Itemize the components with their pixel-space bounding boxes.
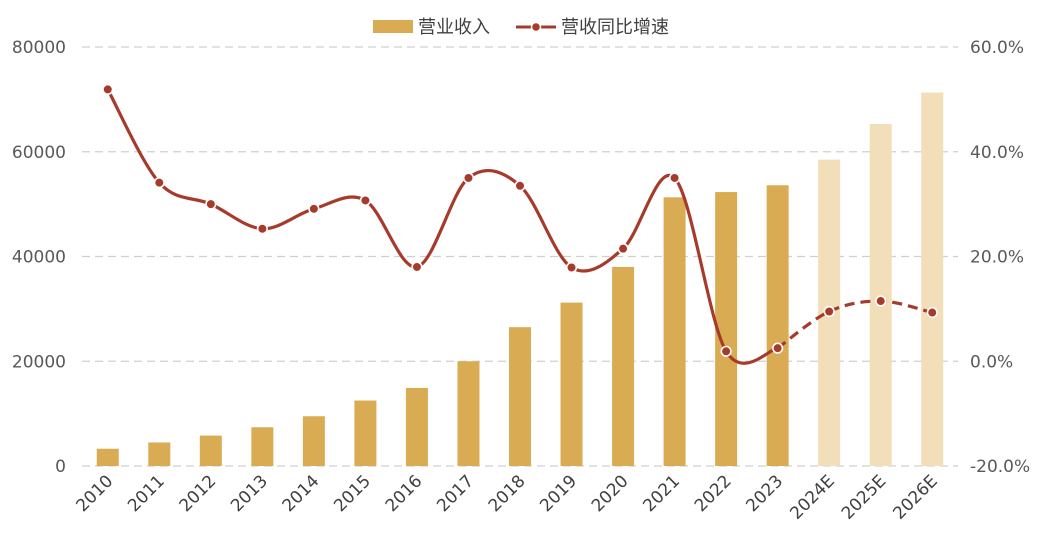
y-right-tick-label: 40.0% xyxy=(970,143,1024,163)
y-left-tick-label: 80000 xyxy=(12,38,66,58)
bar xyxy=(457,361,480,466)
growth-line xyxy=(102,83,938,365)
growth-point xyxy=(875,295,887,307)
bar xyxy=(302,416,325,466)
x-tick-label: 2012 xyxy=(176,471,221,516)
x-tick-label: 2021 xyxy=(639,471,684,516)
y-right-tick-label: -20.0% xyxy=(970,457,1030,477)
growth-point xyxy=(668,172,681,184)
x-tick-label: 2022 xyxy=(691,471,736,516)
bar xyxy=(715,192,738,467)
bar xyxy=(766,185,789,466)
growth-point xyxy=(359,194,372,207)
revenue-bars xyxy=(96,92,944,467)
y-left-tick-label: 40000 xyxy=(12,248,66,268)
growth-point xyxy=(720,345,732,357)
y-left-tick-label: 0 xyxy=(55,457,66,477)
bar xyxy=(199,435,222,466)
growth-point xyxy=(411,261,423,273)
gridlines xyxy=(82,46,958,467)
growth-point xyxy=(565,261,578,274)
growth-point xyxy=(308,203,320,215)
y-right-tick-label: 0.0% xyxy=(970,352,1013,372)
y-left-tick-label: 20000 xyxy=(12,352,66,372)
growth-point xyxy=(256,223,268,235)
growth-point xyxy=(153,177,165,189)
x-tick-label: 2017 xyxy=(433,471,478,516)
x-tick-label: 2011 xyxy=(124,471,169,516)
legend-growth-marker xyxy=(530,21,542,33)
x-tick-label: 2016 xyxy=(382,471,427,516)
growth-point xyxy=(514,180,526,192)
x-axis: 2010 2011 2012 2013 2014 2015 2016 2017 2018 2019… xyxy=(73,471,942,523)
growth-point xyxy=(102,83,114,96)
bar xyxy=(612,266,635,466)
growth-point xyxy=(926,306,938,319)
x-tick-label: 2025E xyxy=(838,471,890,523)
x-tick-label: 2020 xyxy=(588,471,633,516)
y-right-tick-label: 20.0% xyxy=(970,248,1024,268)
bar xyxy=(509,327,531,466)
bar xyxy=(96,448,119,466)
growth-point xyxy=(205,198,217,210)
legend-revenue-label: 营业收入 xyxy=(418,17,490,38)
legend-revenue-swatch xyxy=(373,20,413,33)
legend: 营业收入 营收同比增速 xyxy=(373,17,669,38)
growth-point xyxy=(617,243,629,255)
bar xyxy=(148,442,171,466)
bar xyxy=(663,197,686,466)
bar xyxy=(921,92,944,466)
x-tick-label: 2024E xyxy=(786,471,838,523)
bar xyxy=(560,302,583,466)
x-tick-label: 2019 xyxy=(536,471,581,516)
x-tick-label: 2014 xyxy=(279,471,324,516)
bar xyxy=(251,427,274,466)
legend-growth-label: 营收同比增速 xyxy=(561,17,669,38)
right-axis: -20.0% 0.0% 20.0% 40.0% 60.0% xyxy=(970,38,1030,477)
growth-point xyxy=(823,305,835,318)
x-tick-label: 2018 xyxy=(485,471,530,516)
growth-point xyxy=(772,342,784,354)
x-tick-label: 2010 xyxy=(73,471,118,516)
growth-point xyxy=(462,172,475,184)
x-tick-label: 2023 xyxy=(742,471,787,516)
x-tick-label: 2026E xyxy=(889,471,941,523)
bar xyxy=(869,123,892,467)
bar xyxy=(405,387,428,466)
y-right-tick-label: 60.0% xyxy=(970,38,1024,58)
x-tick-label: 2013 xyxy=(227,471,272,516)
left-axis: 0 20000 40000 60000 80000 xyxy=(12,38,66,477)
bar xyxy=(354,400,377,466)
y-left-tick-label: 60000 xyxy=(12,143,66,163)
growth-line-forecast xyxy=(776,299,933,350)
x-tick-label: 2015 xyxy=(330,471,375,516)
